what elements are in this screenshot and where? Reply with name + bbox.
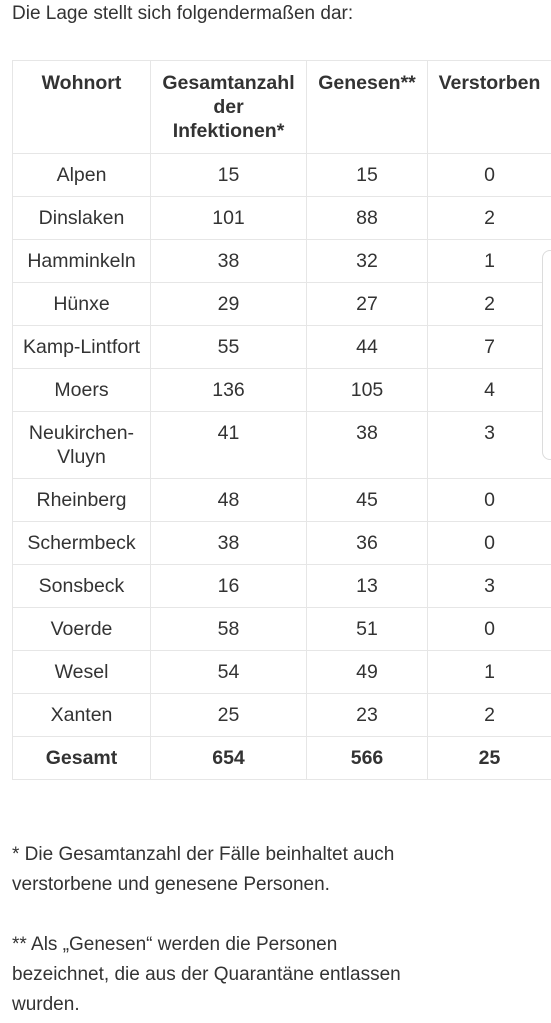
cell-wohnort: Hamminkeln bbox=[12, 239, 151, 283]
cell-infektionen: 15 bbox=[150, 153, 307, 197]
cell-wohnort: Dinslaken bbox=[12, 196, 151, 240]
cell-verstorben: 2 bbox=[427, 196, 551, 240]
cell-infektionen: 48 bbox=[150, 478, 307, 522]
cell-verstorben: 1 bbox=[427, 650, 551, 694]
infection-table: Wohnort Gesamtanzahl der Infektionen* Ge… bbox=[12, 60, 551, 780]
cell-genesen: 88 bbox=[306, 196, 428, 240]
cell-genesen: 27 bbox=[306, 282, 428, 326]
cell-infektionen: 101 bbox=[150, 196, 307, 240]
cell-infektionen: 54 bbox=[150, 650, 307, 694]
cell-infektionen: 136 bbox=[150, 368, 307, 412]
cell-genesen: 36 bbox=[306, 521, 428, 565]
total-infektionen: 654 bbox=[150, 736, 307, 780]
cell-wohnort: Schermbeck bbox=[12, 521, 151, 565]
column-header-wohnort: Wohnort bbox=[12, 60, 151, 154]
cell-verstorben: 4 bbox=[427, 368, 551, 412]
footnote-total-cases: * Die Gesamtanzahl der Fälle beinhaltet … bbox=[12, 844, 395, 895]
table-row: Kamp-Lintfort 55 44 7 bbox=[12, 325, 551, 369]
cell-wohnort: Wesel bbox=[12, 650, 151, 694]
cell-verstorben: 3 bbox=[427, 411, 551, 479]
total-verstorben: 25 bbox=[427, 736, 551, 780]
cell-wohnort: Sonsbeck bbox=[12, 564, 151, 608]
total-label: Gesamt bbox=[12, 736, 151, 780]
table-row: Voerde 58 51 0 bbox=[12, 607, 551, 651]
cell-genesen: 15 bbox=[306, 153, 428, 197]
cell-wohnort: Alpen bbox=[12, 153, 151, 197]
cell-wohnort: Kamp-Lintfort bbox=[12, 325, 151, 369]
table-row: Neukirchen-Vluyn 41 38 3 bbox=[12, 411, 551, 479]
cell-genesen: 23 bbox=[306, 693, 428, 737]
cell-wohnort: Hünxe bbox=[12, 282, 151, 326]
cell-infektionen: 38 bbox=[150, 239, 307, 283]
cell-verstorben: 3 bbox=[427, 564, 551, 608]
table-row: Hamminkeln 38 32 1 bbox=[12, 239, 551, 283]
cell-genesen: 51 bbox=[306, 607, 428, 651]
column-header-gesamtanzahl: Gesamtanzahl der Infektionen* bbox=[150, 60, 307, 154]
intro-text: Die Lage stellt sich folgendermaßen dar: bbox=[12, 3, 354, 24]
cell-infektionen: 16 bbox=[150, 564, 307, 608]
cell-infektionen: 25 bbox=[150, 693, 307, 737]
footnote-recovered: ** Als „Genesen“ werden die Personen bez… bbox=[12, 934, 401, 1015]
cell-infektionen: 29 bbox=[150, 282, 307, 326]
table-total-row: Gesamt 654 566 25 bbox=[12, 736, 551, 780]
table-row: Dinslaken 101 88 2 bbox=[12, 196, 551, 240]
cell-genesen: 13 bbox=[306, 564, 428, 608]
table-row: Hünxe 29 27 2 bbox=[12, 282, 551, 326]
table-row: Rheinberg 48 45 0 bbox=[12, 478, 551, 522]
cell-verstorben: 2 bbox=[427, 693, 551, 737]
cell-verstorben: 1 bbox=[427, 239, 551, 283]
cell-genesen: 38 bbox=[306, 411, 428, 479]
table-row: Schermbeck 38 36 0 bbox=[12, 521, 551, 565]
column-header-verstorben: Verstorben bbox=[427, 60, 551, 154]
table-row: Sonsbeck 16 13 3 bbox=[12, 564, 551, 608]
cell-genesen: 45 bbox=[306, 478, 428, 522]
cell-verstorben: 0 bbox=[427, 521, 551, 565]
table-row: Xanten 25 23 2 bbox=[12, 693, 551, 737]
cell-verstorben: 0 bbox=[427, 153, 551, 197]
cell-wohnort: Xanten bbox=[12, 693, 151, 737]
cell-wohnort: Voerde bbox=[12, 607, 151, 651]
column-header-genesen: Genesen** bbox=[306, 60, 428, 154]
cell-verstorben: 2 bbox=[427, 282, 551, 326]
cell-genesen: 32 bbox=[306, 239, 428, 283]
cell-infektionen: 55 bbox=[150, 325, 307, 369]
scroll-indicator[interactable] bbox=[542, 250, 551, 460]
table-row: Wesel 54 49 1 bbox=[12, 650, 551, 694]
table-row: Moers 136 105 4 bbox=[12, 368, 551, 412]
cell-genesen: 49 bbox=[306, 650, 428, 694]
cell-wohnort: Rheinberg bbox=[12, 478, 151, 522]
cell-wohnort: Moers bbox=[12, 368, 151, 412]
cell-infektionen: 38 bbox=[150, 521, 307, 565]
table-header-row: Wohnort Gesamtanzahl der Infektionen* Ge… bbox=[12, 60, 551, 154]
cell-infektionen: 58 bbox=[150, 607, 307, 651]
cell-genesen: 105 bbox=[306, 368, 428, 412]
cell-wohnort: Neukirchen-Vluyn bbox=[12, 411, 151, 479]
cell-verstorben: 0 bbox=[427, 478, 551, 522]
cell-verstorben: 0 bbox=[427, 607, 551, 651]
table-row: Alpen 15 15 0 bbox=[12, 153, 551, 197]
cell-verstorben: 7 bbox=[427, 325, 551, 369]
total-genesen: 566 bbox=[306, 736, 428, 780]
cell-genesen: 44 bbox=[306, 325, 428, 369]
cell-infektionen: 41 bbox=[150, 411, 307, 479]
